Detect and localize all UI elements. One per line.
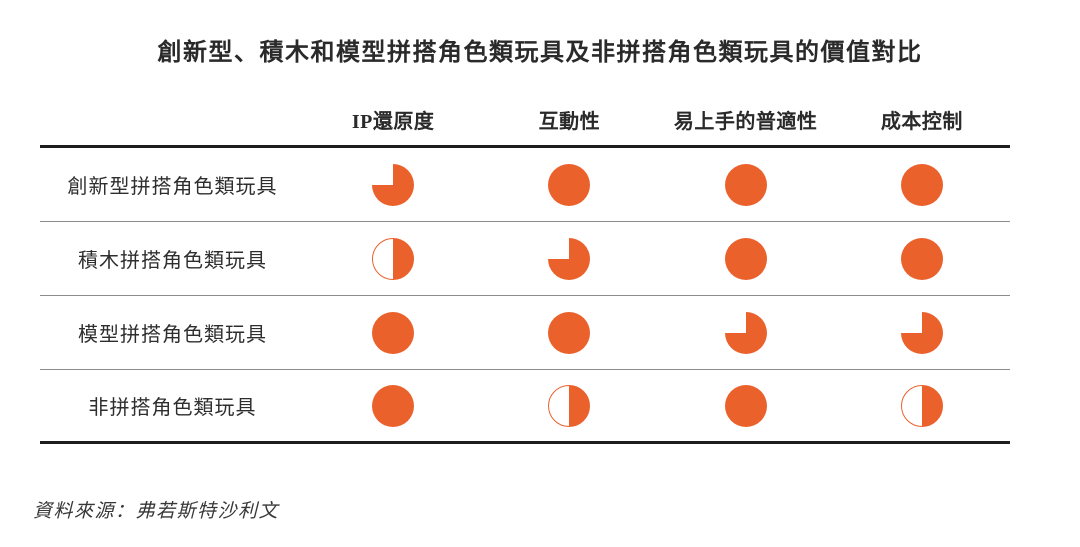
harvey-ball-icon [548, 237, 591, 280]
harvey-ball-icon [372, 163, 415, 206]
table-cell [834, 384, 1010, 427]
harvey-ball-icon [900, 311, 943, 354]
table-cell [834, 311, 1010, 354]
harvey-ball-icon [900, 237, 943, 280]
table-cell [305, 311, 481, 354]
row-label: 創新型拼搭角色類玩具 [67, 176, 278, 198]
table-cell [481, 311, 657, 354]
row-label: 模型拼搭角色類玩具 [78, 324, 267, 346]
table-cell [658, 163, 834, 206]
table-cell [305, 163, 481, 206]
harvey-ball-icon [724, 311, 767, 354]
table-cell [658, 384, 834, 427]
harvey-ball-icon [724, 384, 767, 427]
harvey-ball-icon [372, 384, 415, 427]
table-row: 積木拼搭角色類玩具 [40, 222, 1010, 296]
table-row: 創新型拼搭角色類玩具 [40, 148, 1010, 222]
table-cell [658, 311, 834, 354]
table-cell [481, 237, 657, 280]
harvey-ball-icon [900, 384, 943, 427]
table-row: 非拼搭角色類玩具 [40, 370, 1010, 444]
harvey-ball-icon [372, 237, 415, 280]
table-cell [834, 237, 1010, 280]
source-note: 資料來源：弗若斯特沙利文 [33, 501, 280, 522]
harvey-ball-icon [548, 311, 591, 354]
harvey-ball-icon [548, 384, 591, 427]
column-header-ease-of-use: 易上手的普適性 [673, 111, 818, 133]
column-header-interactivity: 互動性 [538, 111, 601, 133]
harvey-ball-icon [372, 311, 415, 354]
harvey-ball-icon [900, 163, 943, 206]
harvey-ball-icon [724, 237, 767, 280]
harvey-ball-icon [724, 163, 767, 206]
column-header-ip-restoration: IP還原度 [351, 111, 435, 133]
table-header-row: IP還原度 互動性 易上手的普適性 成本控制 [40, 105, 1010, 148]
table-cell [305, 384, 481, 427]
column-header-cost-control: 成本控制 [880, 111, 963, 133]
comparison-table: IP還原度 互動性 易上手的普適性 成本控制 創新型拼搭角色類玩具 積木拼搭角色… [40, 105, 1010, 444]
figure-title: 創新型、積木和模型拼搭角色類玩具及非拼搭角色類玩具的價值對比 [157, 40, 923, 66]
table-row: 模型拼搭角色類玩具 [40, 296, 1010, 370]
table-cell [305, 237, 481, 280]
harvey-ball-icon [548, 163, 591, 206]
table-cell [481, 163, 657, 206]
table-cell [834, 163, 1010, 206]
table-cell [658, 237, 834, 280]
row-label: 積木拼搭角色類玩具 [78, 250, 267, 272]
row-label: 非拼搭角色類玩具 [88, 397, 257, 419]
table-cell [481, 384, 657, 427]
